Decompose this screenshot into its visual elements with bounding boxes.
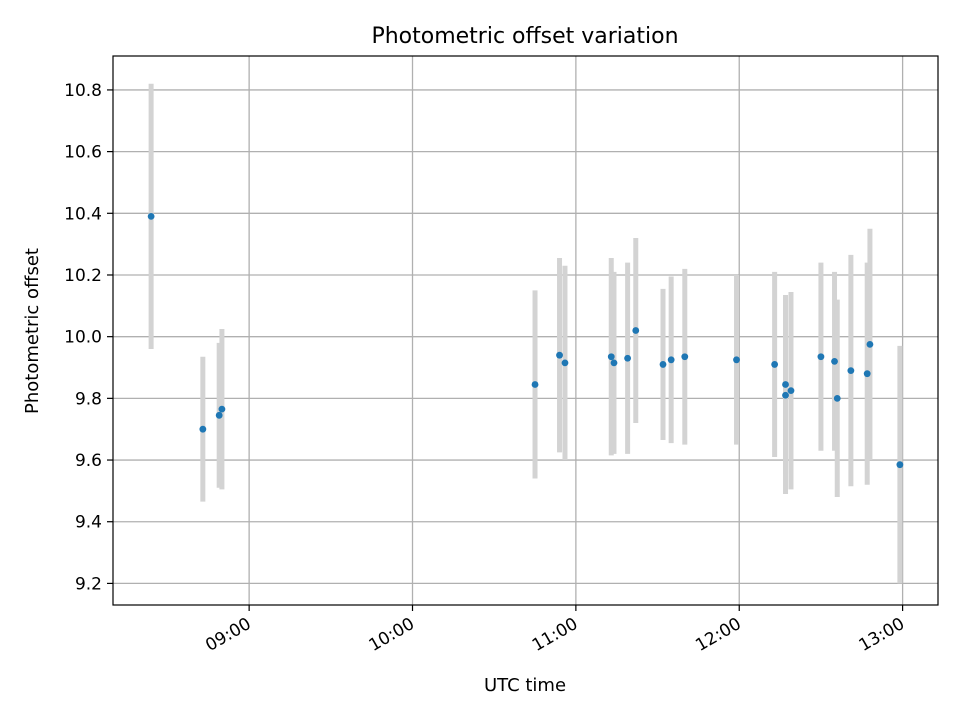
data-point <box>847 367 855 374</box>
data-point <box>218 405 226 413</box>
data-point <box>771 361 779 368</box>
y-tick-label: 10.8 <box>64 81 102 101</box>
data-point <box>787 387 795 395</box>
y-axis-ticks: 9.2 9.4 9.6 9.8 10.0 10.2 10.4 10.6 10.8 <box>64 81 113 594</box>
data-point <box>556 351 563 359</box>
grid-lines <box>113 56 938 605</box>
data-point <box>531 381 539 388</box>
y-tick-label: 10.4 <box>64 204 102 224</box>
data-point <box>733 356 740 364</box>
data-point <box>681 353 689 361</box>
data-point <box>831 357 838 365</box>
data-point <box>866 340 874 348</box>
x-axis-label: UTC time <box>484 675 566 696</box>
y-tick-label: 10.6 <box>64 143 102 163</box>
data-point <box>782 381 789 388</box>
data-point <box>817 353 825 361</box>
data-point <box>561 359 569 367</box>
y-axis-label: Photometric offset <box>22 248 43 414</box>
data-point <box>782 391 789 399</box>
y-tick-label: 10.0 <box>64 328 102 348</box>
y-tick-label: 9.2 <box>75 574 102 594</box>
data-point <box>667 356 675 364</box>
data-point <box>215 411 223 419</box>
data-point <box>632 327 640 334</box>
y-tick-label: 9.8 <box>75 389 102 409</box>
data-point <box>896 461 904 469</box>
data-point <box>199 425 207 433</box>
data-point <box>863 370 871 378</box>
data-point <box>607 353 615 361</box>
data-point <box>833 394 841 402</box>
data-point <box>624 354 632 362</box>
data-point <box>147 212 155 220</box>
data-point <box>610 359 618 367</box>
y-tick-label: 9.4 <box>75 513 102 533</box>
y-tick-label: 9.6 <box>75 451 102 471</box>
plot-frame <box>112 55 939 606</box>
chart-title: Photometric offset variation <box>371 24 678 49</box>
y-tick-label: 10.2 <box>64 266 102 286</box>
data-point <box>659 361 667 368</box>
data-points <box>147 212 904 469</box>
